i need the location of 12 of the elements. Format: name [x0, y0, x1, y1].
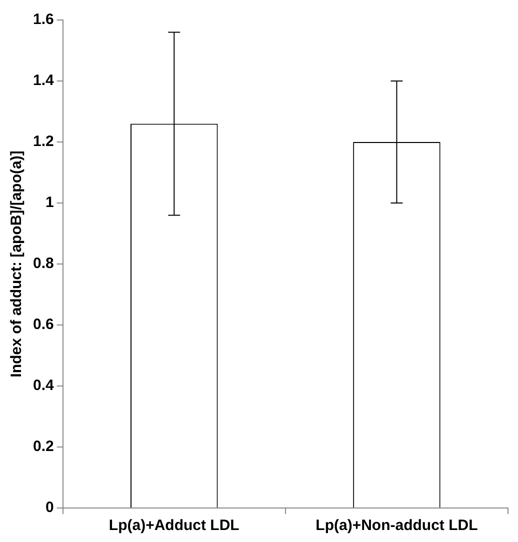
y-tick-label: 1 [46, 194, 54, 212]
x-tick-label: Lp(a)+Adduct LDL [108, 517, 240, 534]
y-tick-label: 0.4 [32, 377, 54, 394]
y-tick-label: 1.2 [32, 133, 54, 150]
x-tick-label: Lp(a)+Non-adduct LDL [316, 517, 478, 534]
y-tick-label: 0 [46, 499, 54, 516]
y-axis-title: Index of adduct: [apoB]/[apo(a)] [8, 150, 26, 378]
y-tick-label: 0.6 [32, 316, 54, 334]
y-tick-label: 1.6 [32, 11, 54, 28]
y-tick-label: 0.8 [32, 255, 54, 272]
y-tick-label: 1.4 [32, 72, 54, 90]
y-tick-label: 0.2 [32, 438, 54, 456]
